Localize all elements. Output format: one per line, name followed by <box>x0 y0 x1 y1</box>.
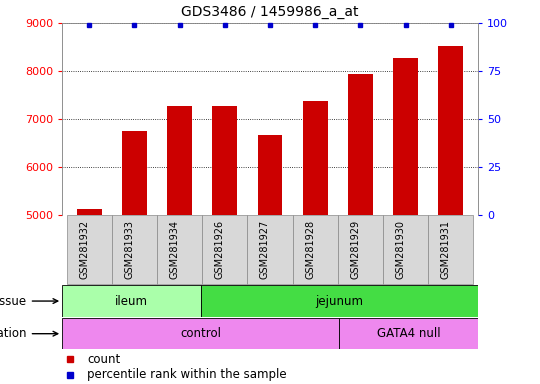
Text: GSM281931: GSM281931 <box>441 220 451 279</box>
Bar <box>438 46 463 215</box>
Text: ileum: ileum <box>115 295 148 308</box>
Bar <box>157 215 202 284</box>
Bar <box>212 106 237 215</box>
Bar <box>62 318 339 349</box>
Text: genotype/variation: genotype/variation <box>0 327 58 340</box>
Text: GSM281926: GSM281926 <box>215 220 225 279</box>
Title: GDS3486 / 1459986_a_at: GDS3486 / 1459986_a_at <box>181 5 359 19</box>
Bar <box>202 215 247 284</box>
Text: GSM281929: GSM281929 <box>350 220 360 279</box>
Bar <box>66 215 112 284</box>
Bar <box>122 131 147 215</box>
Text: jejunum: jejunum <box>315 295 363 308</box>
Bar <box>383 215 428 284</box>
Text: GSM281933: GSM281933 <box>124 220 134 279</box>
Text: count: count <box>87 353 120 366</box>
Text: tissue: tissue <box>0 295 58 308</box>
Bar <box>338 215 383 284</box>
Bar <box>112 215 157 284</box>
Bar <box>167 106 192 215</box>
Bar <box>201 285 478 317</box>
Bar <box>62 285 201 317</box>
Bar <box>303 101 328 215</box>
Bar <box>348 74 373 215</box>
Text: GSM281930: GSM281930 <box>396 220 406 279</box>
Text: control: control <box>180 327 221 340</box>
Text: GATA4 null: GATA4 null <box>377 327 441 340</box>
Text: GSM281934: GSM281934 <box>170 220 180 279</box>
Bar <box>258 135 282 215</box>
Bar <box>77 209 102 215</box>
Text: GSM281928: GSM281928 <box>305 220 315 279</box>
Text: percentile rank within the sample: percentile rank within the sample <box>87 369 287 381</box>
Bar <box>247 215 293 284</box>
Bar <box>339 318 478 349</box>
Bar <box>393 58 418 215</box>
Text: GSM281932: GSM281932 <box>79 220 89 279</box>
Bar <box>428 215 474 284</box>
Bar <box>293 215 338 284</box>
Text: GSM281927: GSM281927 <box>260 220 270 279</box>
